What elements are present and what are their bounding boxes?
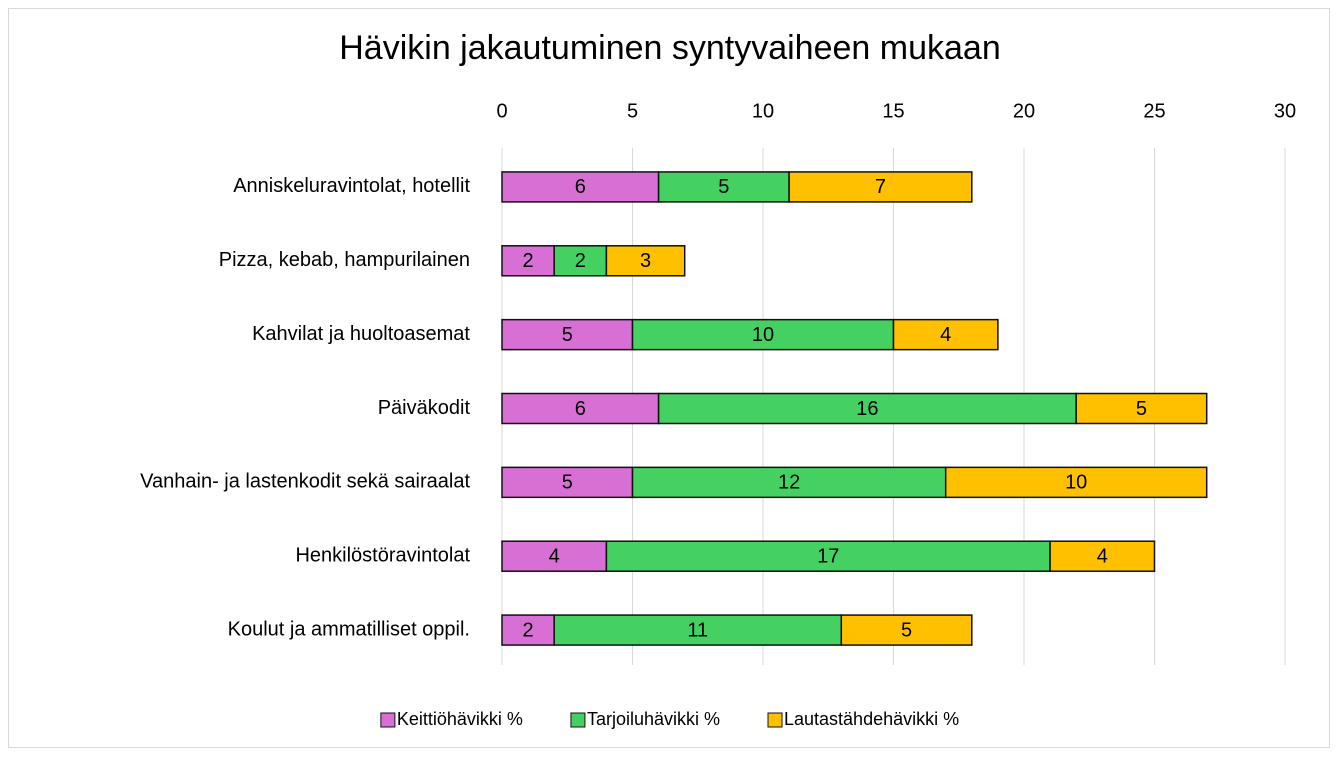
bar-segment xyxy=(657,171,790,203)
y-tick-label: Pizza, kebab, hampurilainen xyxy=(219,249,470,271)
y-tick-label: Kahvilat ja huoltoasemat xyxy=(252,323,470,345)
bar-segment xyxy=(501,614,555,646)
data-label: 5 xyxy=(901,619,912,641)
bar-segment xyxy=(1049,540,1156,572)
x-tick-label: 5 xyxy=(627,100,638,122)
bar-segment xyxy=(840,614,973,646)
bar-segment xyxy=(892,318,999,351)
data-label: 5 xyxy=(718,176,729,198)
legend-label: Lautastähdehävikki % xyxy=(784,709,959,729)
legend-label: Tarjoiluhävikki % xyxy=(587,709,720,729)
data-label: 4 xyxy=(549,545,560,567)
y-tick-label: Vanhain- ja lastenkodit sekä sairaalat xyxy=(140,471,470,493)
bar-segment xyxy=(501,245,555,277)
data-label: 2 xyxy=(523,250,534,272)
data-label: 4 xyxy=(940,324,951,346)
data-label: 10 xyxy=(752,324,774,346)
y-tick-label: Henkilöstöravintolat xyxy=(295,544,470,566)
data-label: 5 xyxy=(562,324,573,346)
x-tick-label: 20 xyxy=(1013,100,1035,122)
data-label: 2 xyxy=(523,619,534,641)
data-label: 16 xyxy=(856,398,878,420)
data-label: 17 xyxy=(817,545,839,567)
data-label: 11 xyxy=(687,619,708,641)
bar-segment xyxy=(788,171,973,203)
legend-swatch xyxy=(767,712,783,728)
bar-segment xyxy=(1075,392,1208,425)
bar-segment xyxy=(501,392,660,425)
bar-segment xyxy=(501,466,634,499)
data-label: 3 xyxy=(640,250,651,272)
x-tick-label: 10 xyxy=(752,100,774,122)
bar-segment xyxy=(553,245,608,277)
legend-label: Keittiöhävikki % xyxy=(397,709,523,729)
bar-segment xyxy=(553,614,843,646)
data-label: 10 xyxy=(1065,472,1087,494)
data-label: 6 xyxy=(575,176,586,198)
data-label: 6 xyxy=(575,398,586,420)
data-label: 4 xyxy=(1097,545,1108,567)
data-label: 7 xyxy=(875,176,886,198)
bar-segment xyxy=(501,171,660,203)
chart-title: Hävikin jakautuminen syntyvaiheen mukaan xyxy=(339,29,1000,67)
x-tick-label: 25 xyxy=(1143,100,1165,122)
x-tick-label: 15 xyxy=(882,100,904,122)
x-tick-label: 30 xyxy=(1274,100,1296,122)
y-tick-label: Koulut ja ammatilliset oppil. xyxy=(228,618,470,640)
x-tick-label: 0 xyxy=(496,100,507,122)
y-tick-label: Anniskeluravintolat, hotellit xyxy=(233,175,470,197)
bar-segment xyxy=(631,318,895,351)
bar-segment xyxy=(501,540,608,572)
data-label: 12 xyxy=(778,472,800,494)
legend-swatch xyxy=(380,712,396,728)
data-label: 5 xyxy=(562,472,573,494)
legend-swatch xyxy=(570,712,586,728)
bar-segment xyxy=(605,245,686,277)
bar-segment xyxy=(944,466,1208,499)
data-label: 2 xyxy=(575,250,586,272)
data-label: 5 xyxy=(1136,398,1147,420)
y-tick-label: Päiväkodit xyxy=(378,397,471,419)
